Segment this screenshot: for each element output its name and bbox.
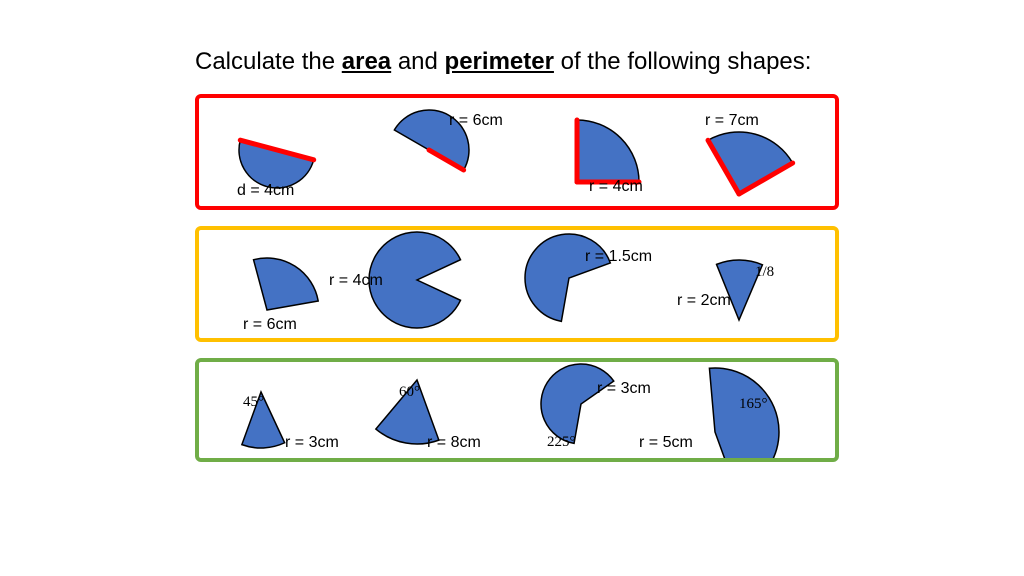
shape-label-1-2: r = 1.5cm	[585, 248, 652, 266]
shape-label-0-0: d = 4cm	[237, 182, 294, 200]
title-part-0: Calculate the	[195, 48, 342, 75]
shape-label-1-3: r = 2cm	[677, 292, 731, 310]
title-part-2: and	[391, 48, 444, 75]
title-emph-perimeter: perimeter	[445, 48, 554, 75]
shape-label-0-2: r = 4cm	[589, 178, 643, 196]
shape-0-2	[577, 120, 639, 182]
shape-label-2-3: r = 5cm	[639, 434, 693, 452]
shape-label-0-3: r = 7cm	[705, 112, 759, 130]
shape-inner-label: 45°	[243, 394, 264, 410]
shape-inner-label: 165°	[739, 396, 768, 412]
shape-inner-label: 1/8	[755, 264, 774, 280]
shape-label-0-1: r = 6cm	[449, 112, 503, 130]
shape-label-2-0: r = 3cm	[285, 434, 339, 452]
shape-inner-label: 225°	[547, 434, 576, 450]
shape-2-3	[709, 368, 779, 458]
shape-2-2	[541, 364, 614, 443]
shape-label-1-0: r = 6cm	[243, 316, 297, 334]
shape-inner-label: 60°	[399, 384, 420, 400]
title-part-4: of the following shapes:	[554, 48, 812, 75]
title-emph-area: area	[342, 48, 391, 75]
shape-label-1-1: r = 4cm	[329, 272, 383, 290]
shape-label-2-1: r = 8cm	[427, 434, 481, 452]
row-1: d = 4cm r = 6cm r = 4cm r = 7cm	[195, 94, 839, 210]
shape-label-2-2: r = 3cm	[597, 380, 651, 398]
shape-1-0	[254, 258, 319, 310]
row-3: 45° 60° 225° 165° r = 3cm r = 8cm r = 3cm r = 5…	[195, 358, 839, 462]
row-2: 1/8 r = 6cm r = 4cm r = 1.5cm r = 2cm	[195, 226, 839, 342]
worksheet-title: Calculate the area and perimeter of the …	[195, 48, 811, 76]
